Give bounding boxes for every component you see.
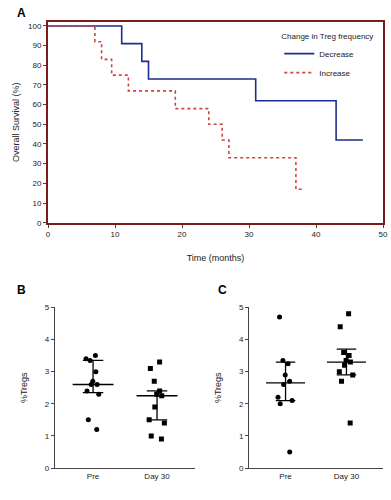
svg-text:60: 60 [32,100,41,109]
svg-text:Change in Treg frequency: Change in Treg frequency [281,32,373,41]
svg-text:50: 50 [32,120,41,129]
svg-text:10: 10 [32,199,41,208]
svg-text:Day 30: Day 30 [144,472,170,481]
svg-text:%Tregs: %Tregs [213,372,223,403]
svg-text:30: 30 [245,230,254,239]
svg-text:A: A [17,6,26,20]
svg-text:Time (months): Time (months) [187,253,245,263]
svg-text:3: 3 [45,367,50,376]
svg-text:70: 70 [32,81,41,90]
svg-text:B: B [17,283,26,297]
svg-text:40: 40 [32,140,41,149]
svg-text:90: 90 [32,41,41,50]
svg-text:%Tregs: %Tregs [19,372,29,403]
svg-text:5: 5 [45,303,50,312]
svg-text:2: 2 [239,400,244,409]
svg-text:5: 5 [239,303,244,312]
svg-text:20: 20 [178,230,187,239]
svg-text:30: 30 [32,159,41,168]
svg-text:1: 1 [45,432,50,441]
svg-text:Day 30: Day 30 [334,472,360,481]
svg-text:0: 0 [37,219,42,228]
svg-text:4: 4 [45,335,50,344]
svg-text:100: 100 [28,22,42,31]
svg-text:1: 1 [239,432,244,441]
svg-text:80: 80 [32,61,41,70]
svg-text:40: 40 [312,230,321,239]
svg-text:Increase: Increase [319,69,350,78]
svg-text:0: 0 [45,464,50,473]
svg-text:0: 0 [46,230,51,239]
svg-text:3: 3 [239,367,244,376]
svg-text:4: 4 [239,335,244,344]
svg-text:Overall Survival (%): Overall Survival (%) [11,83,21,163]
svg-text:50: 50 [379,230,388,239]
svg-text:20: 20 [32,179,41,188]
svg-text:10: 10 [111,230,120,239]
svg-text:Decrease: Decrease [319,50,354,59]
svg-text:Pre: Pre [87,472,100,481]
svg-text:0: 0 [239,464,244,473]
svg-text:C: C [218,283,227,297]
svg-text:2: 2 [45,400,50,409]
svg-text:Pre: Pre [279,472,292,481]
